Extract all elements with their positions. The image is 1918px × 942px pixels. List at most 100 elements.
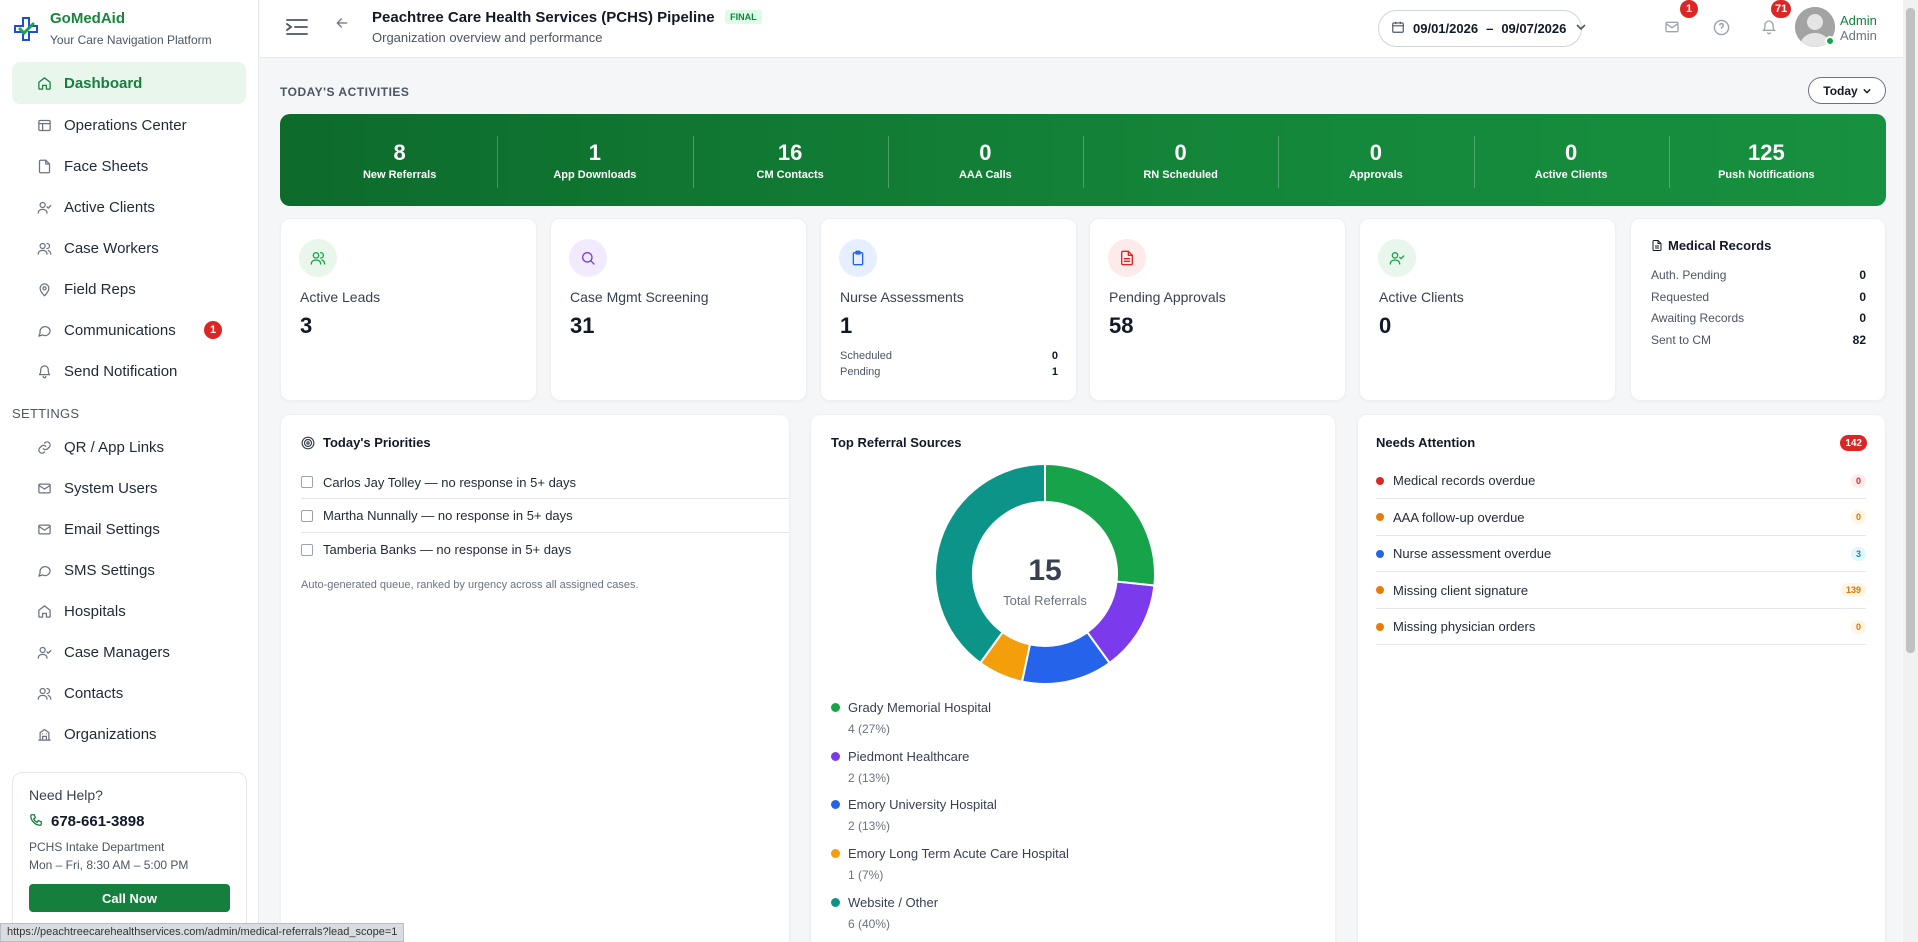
sidebar-item-communications[interactable]: Communications 1: [12, 310, 246, 350]
attention-dot: [1376, 549, 1384, 558]
donut-total: 15: [1028, 554, 1061, 587]
sidebar-item-case-workers[interactable]: Case Workers: [12, 228, 246, 268]
attention-item-missing-physician-orders[interactable]: Missing physician orders 0: [1376, 609, 1866, 645]
help-phone[interactable]: 678-661-3898: [29, 813, 230, 830]
activity-stat-app-downloads[interactable]: 1 App Downloads: [497, 135, 692, 188]
attention-item-nurse-assessment-overdue[interactable]: Nurse assessment overdue 3: [1376, 536, 1866, 572]
help-circle-icon[interactable]: [1712, 18, 1730, 36]
sidebar-item-hospitals[interactable]: Hospitals: [12, 591, 246, 631]
brand-tagline: Your Care Navigation Platform: [50, 33, 212, 47]
donut-slice-emory-long-term-acute-care-hospital[interactable]: [978, 630, 1032, 683]
kpi-value: 58: [1109, 313, 1134, 338]
kpi-card-pending-approvals[interactable]: Pending Approvals 58: [1089, 218, 1346, 401]
sidebar-item-sms-settings[interactable]: SMS Settings: [12, 550, 246, 590]
kpi-label: Case Mgmt Screening: [570, 289, 709, 305]
donut-slice-website-other[interactable]: [935, 464, 1046, 665]
legend-item-emory-university-hospital[interactable]: Emory University Hospital 2 (13%): [831, 797, 997, 833]
sidebar-item-label: Field Reps: [64, 280, 136, 298]
sidebar-item-label: Email Settings: [64, 520, 160, 538]
today-filter-button[interactable]: Today: [1808, 77, 1886, 104]
sidebar-item-qr-app-links[interactable]: QR / App Links: [12, 427, 246, 467]
scrollbar-thumb[interactable]: [1906, 8, 1915, 653]
legend-item-website-other[interactable]: Website / Other 6 (40%): [831, 895, 938, 931]
legend-item-piedmont-healthcare[interactable]: Piedmont Healthcare 2 (13%): [831, 749, 969, 785]
legend-value: 2 (13%): [848, 819, 891, 834]
activity-stat-value: 0: [979, 139, 992, 165]
sidebar-item-send-notification[interactable]: Send Notification: [12, 351, 246, 391]
sidebar-item-label: Communications: [64, 321, 176, 339]
legend-item-grady-memorial-hospital[interactable]: Grady Memorial Hospital 4 (27%): [831, 700, 991, 736]
sidebar-item-email-settings[interactable]: Email Settings: [12, 509, 246, 549]
back-arrow-icon[interactable]: [335, 16, 349, 35]
sidebar-item-face-sheets[interactable]: Face Sheets: [12, 146, 246, 186]
calendar-icon: [1391, 20, 1405, 37]
activity-stat-approvals[interactable]: 0 Approvals: [1278, 135, 1473, 188]
call-now-button[interactable]: Call Now: [29, 884, 230, 912]
sidebar-item-system-users[interactable]: System Users: [12, 468, 246, 508]
attention-label: Missing client signature: [1393, 582, 1529, 598]
activity-stat-aaa-calls[interactable]: 0 AAA Calls: [887, 135, 1083, 188]
medical-records-row[interactable]: Sent to CM 82: [1651, 333, 1866, 347]
legend-label: Website / Other: [848, 894, 939, 910]
referral-sources-panel: Top Referral Sources 15 Total Referrals …: [810, 414, 1336, 942]
sidebar-item-contacts[interactable]: Contacts: [12, 673, 246, 713]
bell-icon[interactable]: [1760, 18, 1778, 36]
donut-slice-emory-university-hospital[interactable]: [1020, 630, 1112, 684]
legend-item-emory-long-term-acute-care-hospital[interactable]: Emory Long Term Acute Care Hospital 1 (7%…: [831, 846, 1069, 882]
date-to: 09/07/2026: [1501, 21, 1567, 36]
date-range-picker[interactable]: 09/01/2026 – 09/07/2026: [1378, 10, 1586, 47]
page-scrollbar[interactable]: [1903, 0, 1918, 942]
priority-checkbox[interactable]: [301, 509, 313, 522]
legend-value: 2 (13%): [848, 770, 891, 785]
sidebar-item-case-managers[interactable]: Case Managers: [12, 632, 246, 672]
mail-icon[interactable]: [1663, 18, 1681, 36]
kpi-card-active-leads[interactable]: Active Leads 3: [280, 218, 537, 401]
help-department: PCHS Intake Department: [29, 840, 165, 854]
activities-title: TODAY'S ACTIVITIES: [280, 85, 410, 99]
activity-stat-value: 0: [1565, 139, 1578, 165]
referral-donut-chart: 15 Total Referrals: [935, 464, 1155, 684]
donut-slice-grady-memorial-hospital[interactable]: [1044, 464, 1155, 587]
sidebar-item-badge: 1: [204, 321, 222, 339]
priority-checkbox[interactable]: [301, 543, 313, 556]
medical-records-row[interactable]: Awaiting Records 0: [1651, 311, 1866, 325]
activity-stat-label: AAA Calls: [958, 168, 1012, 181]
brand-name: GoMedAid: [50, 10, 125, 27]
activity-stat-value: 1: [588, 139, 601, 165]
sidebar-item-dashboard[interactable]: Dashboard: [12, 62, 246, 104]
legend-dot: [831, 800, 840, 810]
donut-slice-piedmont-healthcare[interactable]: [1085, 580, 1155, 665]
date-separator: –: [1486, 21, 1494, 36]
attention-label: AAA follow-up overdue: [1393, 509, 1525, 525]
phone-icon: [29, 813, 43, 830]
attention-item-medical-records-overdue[interactable]: Medical records overdue 0: [1376, 463, 1866, 499]
legend-value: 4 (27%): [848, 722, 891, 736]
priorities-title: Today's Priorities: [323, 435, 431, 450]
medical-records-row[interactable]: Auth. Pending 0: [1651, 268, 1866, 282]
kpi-card-nurse-assessments[interactable]: Nurse Assessments 1 Scheduled 0 Pending 1: [820, 218, 1077, 401]
attention-item-missing-client-signature[interactable]: Missing client signature 139: [1376, 573, 1866, 609]
menu-toggle-icon[interactable]: [286, 18, 308, 36]
kpi-sub-value: 0: [1051, 350, 1058, 362]
attention-item-aaa-follow-up-overdue[interactable]: AAA follow-up overdue 0: [1376, 500, 1866, 536]
activity-stat-new-referrals[interactable]: 8 New Referrals: [302, 140, 497, 181]
activity-stat-push-notifications[interactable]: 125 Push Notifications: [1668, 135, 1864, 188]
kpi-card-case-mgmt-screening[interactable]: Case Mgmt Screening 31: [550, 218, 807, 401]
sidebar-item-organizations[interactable]: Organizations: [12, 714, 246, 754]
activity-stat-rn-scheduled[interactable]: 0 RN Scheduled: [1083, 135, 1278, 188]
kpi-card-active-clients[interactable]: Active Clients 0: [1359, 218, 1616, 401]
help-card: Need Help? 678-661-3898 PCHS Intake Depa…: [12, 772, 247, 932]
brand[interactable]: GoMedAid Your Care Navigation Platform: [0, 0, 258, 62]
chevron-down-icon: [1576, 22, 1586, 35]
medical-records-label: Requested: [1651, 289, 1710, 304]
sidebar-item-field-reps[interactable]: Field Reps: [12, 269, 246, 309]
attention-count: 3: [1850, 546, 1866, 561]
kpi-value: 1: [840, 313, 853, 338]
user-name[interactable]: Admin: [1840, 13, 1877, 28]
medical-records-row[interactable]: Requested 0: [1651, 290, 1866, 304]
priority-checkbox[interactable]: [301, 476, 313, 488]
sidebar-item-operations-center[interactable]: Operations Center: [12, 105, 246, 145]
sidebar-item-active-clients[interactable]: Active Clients: [12, 187, 246, 227]
activity-stat-active-clients[interactable]: 0 Active Clients: [1473, 135, 1669, 188]
activity-stat-cm-contacts[interactable]: 16 CM Contacts: [692, 135, 888, 188]
